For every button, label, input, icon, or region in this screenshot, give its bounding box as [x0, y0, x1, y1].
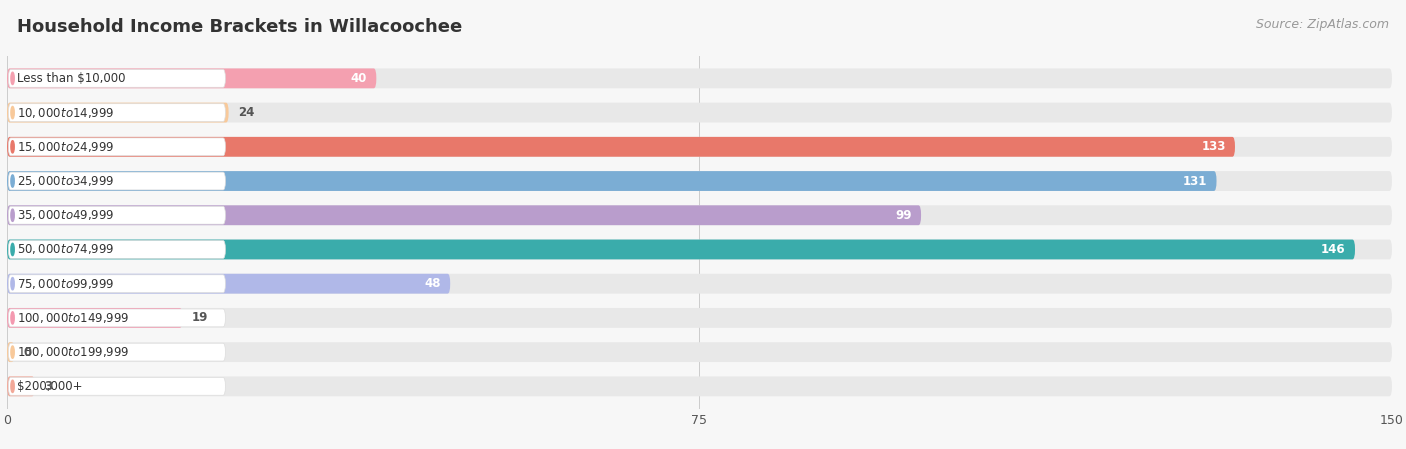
- FancyBboxPatch shape: [8, 378, 225, 395]
- FancyBboxPatch shape: [7, 376, 1392, 396]
- Text: Source: ZipAtlas.com: Source: ZipAtlas.com: [1256, 18, 1389, 31]
- Text: Household Income Brackets in Willacoochee: Household Income Brackets in Willacooche…: [17, 18, 463, 36]
- FancyBboxPatch shape: [7, 342, 1392, 362]
- FancyBboxPatch shape: [7, 171, 1216, 191]
- Text: $150,000 to $199,999: $150,000 to $199,999: [17, 345, 129, 359]
- FancyBboxPatch shape: [8, 138, 225, 156]
- Text: 3: 3: [44, 380, 52, 393]
- Circle shape: [11, 106, 14, 119]
- Circle shape: [11, 277, 14, 290]
- FancyBboxPatch shape: [8, 172, 225, 190]
- FancyBboxPatch shape: [8, 207, 225, 224]
- FancyBboxPatch shape: [7, 68, 377, 88]
- FancyBboxPatch shape: [7, 137, 1234, 157]
- FancyBboxPatch shape: [7, 308, 183, 328]
- Circle shape: [11, 243, 14, 255]
- FancyBboxPatch shape: [7, 342, 14, 362]
- FancyBboxPatch shape: [8, 275, 225, 293]
- Text: 24: 24: [238, 106, 254, 119]
- Text: $200,000+: $200,000+: [17, 380, 83, 393]
- Text: 48: 48: [425, 277, 441, 290]
- Circle shape: [11, 209, 14, 221]
- Text: 40: 40: [350, 72, 367, 85]
- FancyBboxPatch shape: [7, 137, 1392, 157]
- FancyBboxPatch shape: [7, 205, 1392, 225]
- Text: 0: 0: [24, 346, 32, 359]
- Text: $25,000 to $34,999: $25,000 to $34,999: [17, 174, 115, 188]
- Circle shape: [11, 312, 14, 324]
- FancyBboxPatch shape: [8, 343, 225, 361]
- FancyBboxPatch shape: [8, 104, 225, 122]
- Circle shape: [11, 72, 14, 84]
- Text: $35,000 to $49,999: $35,000 to $49,999: [17, 208, 115, 222]
- Text: Less than $10,000: Less than $10,000: [17, 72, 125, 85]
- Circle shape: [11, 380, 14, 392]
- FancyBboxPatch shape: [7, 240, 1392, 260]
- Circle shape: [11, 141, 14, 153]
- Text: $10,000 to $14,999: $10,000 to $14,999: [17, 106, 115, 119]
- Text: $15,000 to $24,999: $15,000 to $24,999: [17, 140, 115, 154]
- FancyBboxPatch shape: [7, 240, 1355, 260]
- FancyBboxPatch shape: [7, 274, 1392, 294]
- Text: $75,000 to $99,999: $75,000 to $99,999: [17, 277, 115, 291]
- FancyBboxPatch shape: [8, 241, 225, 258]
- Text: 133: 133: [1201, 140, 1226, 153]
- FancyBboxPatch shape: [7, 68, 1392, 88]
- FancyBboxPatch shape: [7, 205, 921, 225]
- FancyBboxPatch shape: [7, 376, 35, 396]
- FancyBboxPatch shape: [8, 70, 225, 87]
- Circle shape: [11, 175, 14, 187]
- Text: $50,000 to $74,999: $50,000 to $74,999: [17, 242, 115, 256]
- FancyBboxPatch shape: [7, 103, 229, 123]
- FancyBboxPatch shape: [7, 274, 450, 294]
- FancyBboxPatch shape: [7, 103, 1392, 123]
- FancyBboxPatch shape: [8, 309, 225, 327]
- FancyBboxPatch shape: [7, 171, 1392, 191]
- Text: 146: 146: [1322, 243, 1346, 256]
- Text: 131: 131: [1182, 175, 1208, 188]
- Text: $100,000 to $149,999: $100,000 to $149,999: [17, 311, 129, 325]
- Text: 19: 19: [191, 312, 208, 325]
- Text: 99: 99: [896, 209, 912, 222]
- FancyBboxPatch shape: [7, 308, 1392, 328]
- Circle shape: [11, 346, 14, 358]
